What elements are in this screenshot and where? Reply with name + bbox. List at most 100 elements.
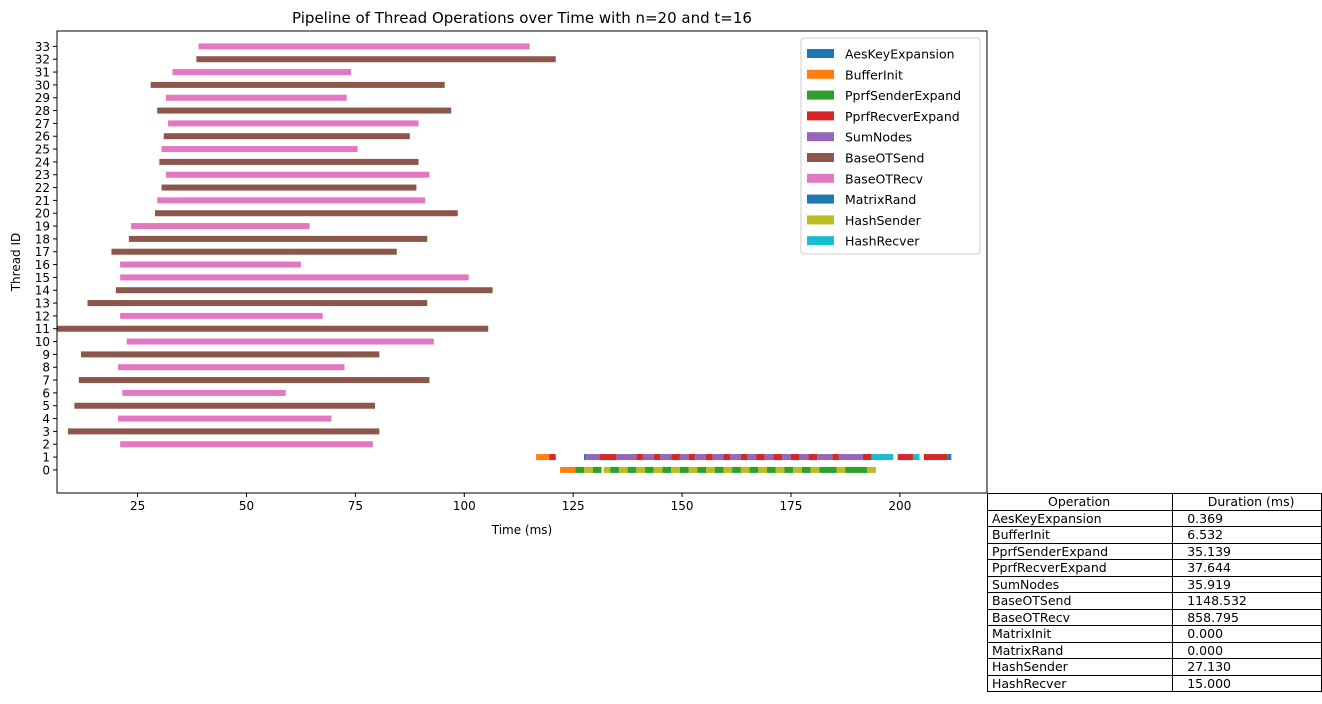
x-tick-label: 175 xyxy=(780,499,803,513)
duration-cell: 15.000 xyxy=(1172,674,1322,692)
task-bar xyxy=(749,466,759,473)
table-row: BaseOTRecv 858.795 xyxy=(986,608,1322,626)
task-bar xyxy=(122,389,286,396)
task-bar xyxy=(653,466,663,473)
task-bar xyxy=(947,454,952,461)
task-bar xyxy=(157,197,426,204)
task-bar xyxy=(723,454,730,461)
x-tick-label: 125 xyxy=(562,499,585,513)
y-tick-label: 14 xyxy=(35,284,50,298)
task-bar xyxy=(912,454,920,461)
x-tick-label: 25 xyxy=(130,499,145,513)
task-bar xyxy=(584,466,593,473)
task-bar xyxy=(549,454,556,461)
table-row: PprfSenderExpand 35.139 xyxy=(986,542,1322,560)
operation-name-cell: HashSender xyxy=(986,658,1174,676)
task-bar xyxy=(128,235,428,242)
duration-cell: 0.369 xyxy=(1172,509,1322,527)
task-bar xyxy=(775,466,785,473)
task-bar xyxy=(536,454,550,461)
task-bar xyxy=(695,454,707,461)
operation-name-cell: SumNodes xyxy=(986,575,1174,593)
y-axis-label: Thread ID xyxy=(9,233,23,293)
duration-cell: 0.000 xyxy=(1172,641,1322,659)
task-bar xyxy=(120,312,323,319)
legend-swatch xyxy=(807,132,834,142)
y-tick-label: 27 xyxy=(35,117,50,131)
task-bar xyxy=(799,454,809,461)
task-bar xyxy=(126,338,434,345)
y-tick-label: 5 xyxy=(42,399,50,413)
x-axis-ticks: 25 50 75 100 125 150 175 200 xyxy=(130,493,911,513)
table-row: HashSender 27.130 xyxy=(986,658,1322,676)
table-row: AesKeyExpansion 0.369 xyxy=(986,509,1322,527)
operation-name-cell: HashRecver xyxy=(986,674,1174,692)
task-bar xyxy=(627,466,637,473)
operation-name-cell: BaseOTRecv xyxy=(986,608,1174,626)
task-bar xyxy=(618,466,628,473)
task-bar xyxy=(679,454,689,461)
task-bar xyxy=(862,454,872,461)
legend-swatch xyxy=(807,236,834,246)
task-bar xyxy=(161,184,417,191)
y-tick-label: 9 xyxy=(42,348,50,362)
task-bar xyxy=(867,466,876,473)
task-bar xyxy=(671,454,680,461)
task-bar xyxy=(782,454,791,461)
task-bar xyxy=(784,466,794,473)
legend-label: PprfSenderExpand xyxy=(845,88,961,103)
bars-layer xyxy=(57,43,952,473)
y-tick-label: 4 xyxy=(42,412,50,426)
task-bar xyxy=(747,454,757,461)
task-bar xyxy=(115,287,493,294)
task-bar xyxy=(155,210,458,217)
legend-label: HashSender xyxy=(845,213,922,228)
x-axis-label: Time (ms) xyxy=(491,523,553,537)
task-bar xyxy=(168,120,419,127)
y-tick-label: 24 xyxy=(35,155,50,169)
y-tick-label: 21 xyxy=(35,194,50,208)
y-tick-label: 12 xyxy=(35,309,50,323)
task-bar xyxy=(732,466,741,473)
y-tick-label: 16 xyxy=(35,258,50,272)
table-body: AesKeyExpansion 0.369 BufferInit 6.532 PprfS… xyxy=(986,509,1322,692)
task-bar xyxy=(836,466,846,473)
operation-name-cell: PprfSenderExpand xyxy=(986,542,1174,560)
plot-frame xyxy=(56,30,988,494)
task-bar xyxy=(923,454,948,461)
x-tick-label: 150 xyxy=(671,499,694,513)
task-bar xyxy=(819,466,837,473)
y-tick-label: 11 xyxy=(35,322,50,336)
legend-label: SumNodes xyxy=(845,130,912,145)
task-bar xyxy=(87,300,428,307)
y-tick-label: 31 xyxy=(35,66,50,80)
task-bar xyxy=(764,454,774,461)
task-bar xyxy=(767,466,776,473)
x-tick-label: 75 xyxy=(348,499,363,513)
duration-cell: 35.139 xyxy=(1172,542,1322,560)
task-bar xyxy=(871,454,894,461)
y-tick-label: 17 xyxy=(35,245,50,259)
legend-swatch xyxy=(807,111,834,121)
operation-name-cell: AesKeyExpansion xyxy=(986,509,1174,527)
task-bar xyxy=(610,466,619,473)
table-row: MatrixInit 0.000 xyxy=(986,625,1322,643)
task-bar xyxy=(660,454,672,461)
task-bar xyxy=(165,94,347,101)
legend: AesKeyExpansion BufferInit PprfSenderExpan… xyxy=(800,37,981,255)
legend-label: MatrixRand xyxy=(845,192,916,207)
task-bar xyxy=(117,415,332,422)
legend-swatch xyxy=(807,173,834,183)
task-bar xyxy=(642,454,654,461)
duration-cell: 6.532 xyxy=(1172,526,1322,544)
table-header-row: Operation Duration (ms) xyxy=(986,493,1322,511)
legend-label: BaseOTRecv xyxy=(845,171,924,186)
task-bar xyxy=(131,223,310,230)
y-tick-label: 19 xyxy=(35,220,50,234)
y-tick-label: 22 xyxy=(35,181,50,195)
table-header-operation: Operation xyxy=(986,493,1174,511)
operation-name-cell: BaseOTSend xyxy=(986,592,1174,610)
task-bar xyxy=(163,133,410,140)
legend-swatch xyxy=(807,90,834,100)
